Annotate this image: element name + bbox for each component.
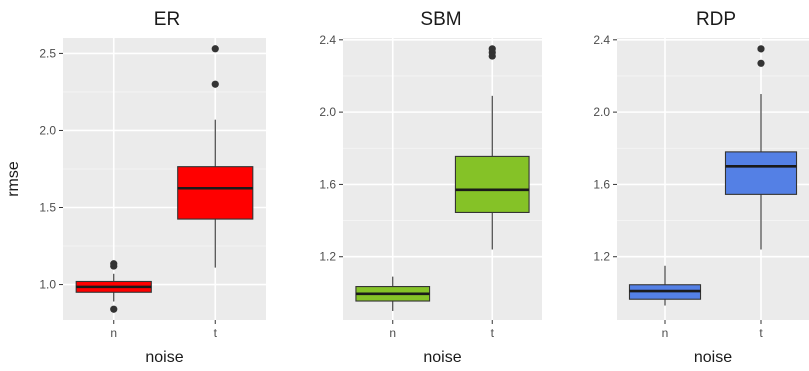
- x-tick-label: t: [491, 326, 495, 340]
- outlier-point: [488, 45, 496, 53]
- panel-er: 1.0 1.5 2.0 2.5 n t noise ER rmse: [5, 9, 266, 366]
- outlier-point: [211, 45, 219, 53]
- y-tick-label: 2.4: [319, 33, 336, 47]
- box-t: [177, 45, 254, 268]
- box-t: [724, 45, 798, 250]
- panel-title: ER: [154, 9, 180, 30]
- y-tick-label: 2.4: [593, 33, 610, 47]
- y-tick-label: 1.6: [319, 177, 336, 191]
- box-n: [628, 265, 702, 306]
- x-axis-label: noise: [423, 349, 461, 366]
- y-tick-label: 2.0: [319, 105, 336, 119]
- y-tick-label: 1.5: [39, 201, 56, 215]
- x-tick-label: t: [214, 326, 218, 340]
- y-tick-label: 1.0: [39, 278, 56, 292]
- box-n: [75, 260, 152, 313]
- outlier-point: [110, 305, 118, 313]
- box-body: [724, 151, 798, 195]
- x-tick-label: n: [662, 326, 669, 340]
- y-tick-label: 2.5: [39, 46, 56, 60]
- panel-title: SBM: [420, 9, 461, 30]
- y-tick-label: 2.0: [593, 105, 610, 119]
- box-body: [177, 166, 254, 220]
- box-body: [454, 155, 530, 213]
- x-tick-label: n: [389, 326, 396, 340]
- outlier-point: [757, 59, 765, 67]
- box-n: [355, 276, 431, 311]
- outlier-point: [211, 80, 219, 88]
- y-tick-label: 1.6: [593, 177, 610, 191]
- box-t: [454, 45, 530, 250]
- panel-rdp: 1.2 1.6 2.0 2.4 n t noise RDP: [593, 9, 809, 366]
- x-axis-label: noise: [145, 349, 183, 366]
- outlier-point: [757, 45, 765, 53]
- y-axis-label: rmse: [5, 161, 22, 197]
- panel-title: RDP: [696, 9, 736, 30]
- y-tick-label: 1.2: [593, 250, 610, 264]
- panel-sbm: 1.2 1.6 2.0 2.4 n t noise SBM: [319, 9, 542, 366]
- x-axis-label: noise: [694, 349, 732, 366]
- x-tick-label: t: [759, 326, 763, 340]
- y-tick-label: 1.2: [319, 250, 336, 264]
- outlier-point: [110, 260, 118, 268]
- y-tick-label: 2.0: [39, 123, 56, 137]
- x-tick-label: n: [110, 326, 117, 340]
